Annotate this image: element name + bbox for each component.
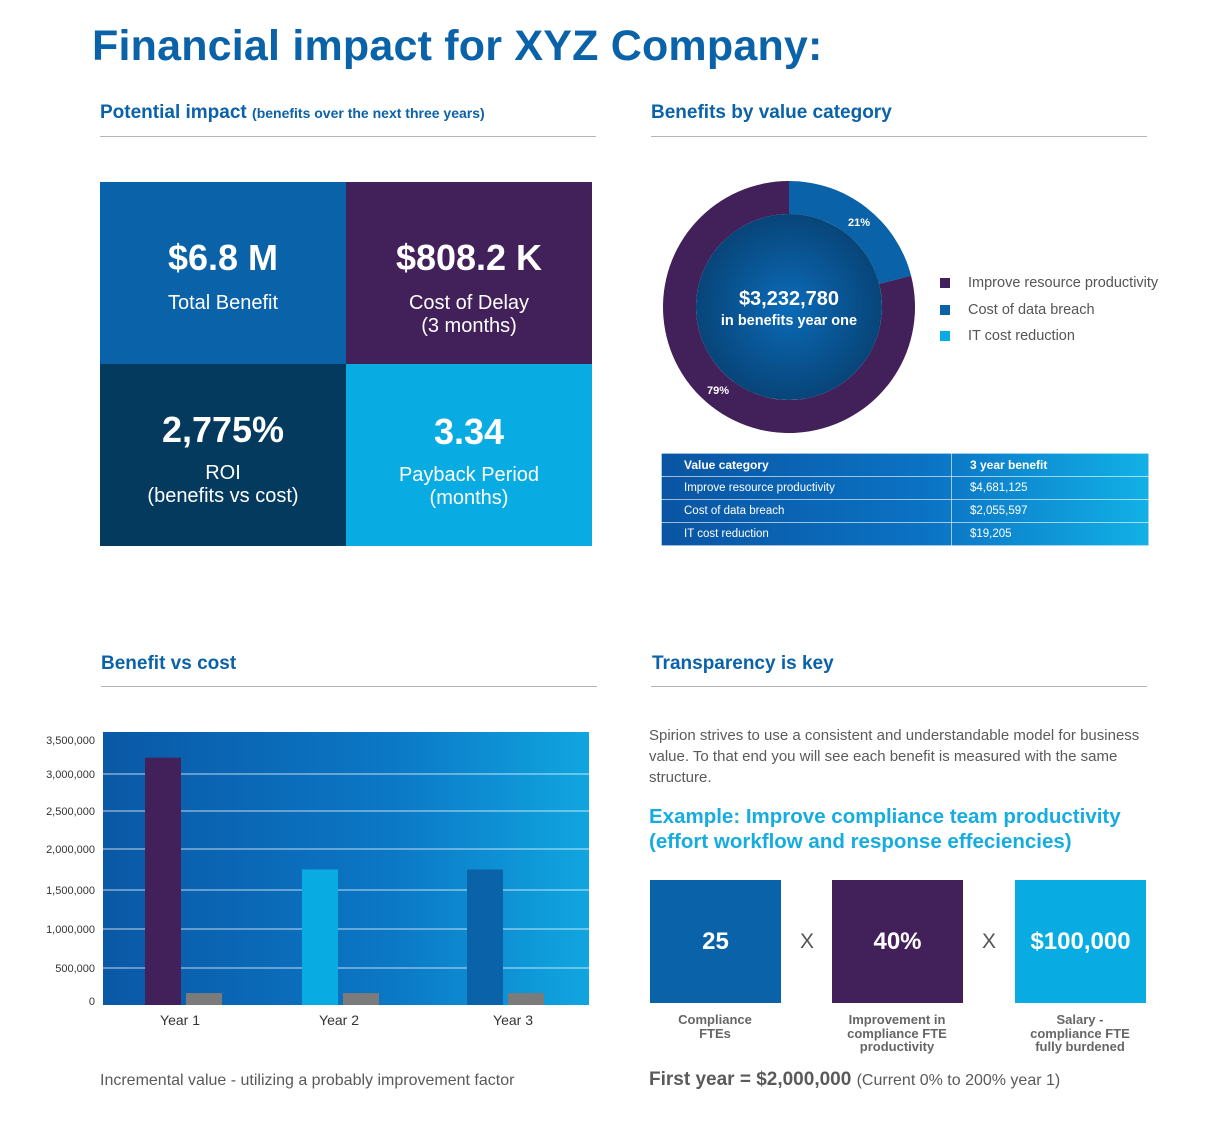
y-tick-label: 2,000,000 [46,844,95,856]
transparency-description: Spirion strives to use a consistent and … [649,727,1140,786]
donut-slice-improve-resource-productivity [663,181,915,434]
donut-slice-cost-of-data-breach [789,181,912,284]
example-title-line2: (effort workflow and response effecienci… [649,830,1072,853]
example-box-label: Improvement in compliance FTE productivi… [847,1012,947,1054]
table-row: IT cost reduction $19,205 [661,522,1149,546]
legend-item: Cost of data breach [940,297,1158,324]
benefits-category-title: Benefits by value category [651,102,892,123]
x-tick-label: Year 3 [493,1012,533,1028]
donut-legend: Improve resource productivity Cost of da… [940,270,1158,350]
table-header: 3 year benefit [951,453,1149,477]
multiply-operator: X [982,930,997,953]
example-heading: Example: Improve compliance team product… [649,804,1121,854]
kpi-value: $808.2 K [395,237,543,278]
first-year-result: First year = $2,000,000 (Current 0% to 2… [649,1069,1060,1091]
bar-year-1-series-1 [145,757,181,1005]
benefit-vs-cost-title: Benefit vs cost [101,653,237,674]
table-row: Cost of data breach $2,055,597 [661,499,1149,523]
example-box-label: Compliance FTEs [678,1012,752,1041]
kpi-value: $6.8 M [167,237,279,278]
slice-label-cost-of-data-breach: 21% [848,217,870,229]
kpi-label: Payback Period (months) [398,464,540,509]
example-box-label: Salary - compliance FTE fully burdened [1030,1012,1130,1054]
kpi-cost-of-delay: $808.2 K Cost of Delay (3 months) [346,182,592,364]
bar-chart-x-ticks: Year 1 Year 2 Year 3 [160,1012,533,1028]
bar-chart-gridlines [103,773,589,969]
table-row: Improve resource productivity $4,681,125 [661,476,1149,500]
example-box-salary: $100,000 [1015,880,1146,1003]
table-cell: $19,205 [951,522,1149,546]
kpi-payback-period: 3.34 Payback Period (months) [346,364,592,546]
legend-label: IT cost reduction [968,328,1075,345]
donut-center [696,214,882,400]
donut-center-value: $3,232,780 [739,288,839,310]
section-divider [651,136,1147,137]
table-cell: Improve resource productivity [661,476,952,500]
legend-swatch [940,304,950,315]
chart-caption: Incremental value - utilizing a probably… [100,1072,515,1089]
bar-chart-plot-area [103,732,589,1005]
table-cell: $2,055,597 [951,499,1149,523]
first-year-value: First year = $2,000,000 [649,1069,852,1090]
y-tick-label: 3,000,000 [46,769,95,781]
legend-item: Improve resource productivity [940,270,1158,297]
page-title: Financial impact for XYZ Company: [92,22,823,70]
table-cell: Cost of data breach [661,499,952,523]
y-tick-label: 0 [89,996,95,1008]
slice-label-improve-resource-productivity: 79% [707,385,729,397]
bar-year-2-series-1 [302,869,338,1005]
bar-year-3-series-2 [508,993,544,1005]
kpi-label: Total Benefit [167,292,279,314]
y-tick-label: 3,500,000 [46,735,95,747]
kpi-value: 3.34 [433,411,505,452]
potential-impact-heading: Potential impact (benefits over the next… [100,102,485,124]
example-title-line1: Example: Improve compliance team product… [649,805,1121,828]
donut-center-label: in benefits year one [721,313,857,329]
table-cell: $4,681,125 [951,476,1149,500]
y-tick-label: 2,500,000 [46,806,95,818]
legend-label: Cost of data breach [968,301,1095,318]
x-tick-label: Year 1 [160,1012,200,1028]
legend-swatch [940,331,950,342]
bar-year-1-series-2 [186,993,222,1005]
kpi-label: ROI (benefits vs cost) [147,462,299,507]
example-box-improvement: 40% [832,880,963,1003]
potential-impact-subtitle: (benefits over the next three years) [252,105,485,121]
section-divider [100,136,596,137]
bar-year-3-series-1 [467,869,503,1005]
kpi-label: Cost of Delay (3 months) [408,292,530,337]
y-tick-label: 500,000 [55,963,95,975]
example-box-ftes: 25 [650,880,781,1003]
bar-year-2-series-2 [343,993,379,1005]
table-header: Value category [661,453,952,477]
y-tick-label: 1,000,000 [46,924,95,936]
kpi-roi: 2,775% ROI (benefits vs cost) [100,364,346,546]
section-divider [651,686,1147,687]
potential-impact-title: Potential impact [100,102,247,123]
first-year-note: (Current 0% to 200% year 1) [856,1072,1061,1089]
x-tick-label: Year 2 [319,1012,359,1028]
donut-slices [663,181,915,434]
y-tick-label: 1,500,000 [46,885,95,897]
bar-chart-y-ticks: 3,500,000 3,000,000 2,500,000 2,000,000 1,50… [46,735,95,1008]
bar-chart-bars [145,757,544,1005]
kpi-value: 2,775% [161,409,285,450]
transparency-title: Transparency is key [652,653,834,674]
legend-item: IT cost reduction [940,323,1158,350]
value-category-table: Value category 3 year benefit Improve re… [661,453,1149,546]
legend-swatch [940,278,950,289]
table-header-row: Value category 3 year benefit [661,453,1149,477]
legend-label: Improve resource productivity [968,275,1159,292]
multiply-operator: X [800,930,815,953]
table-cell: IT cost reduction [661,522,952,546]
section-divider [101,686,597,687]
kpi-total-benefit: $6.8 M Total Benefit [100,182,346,364]
